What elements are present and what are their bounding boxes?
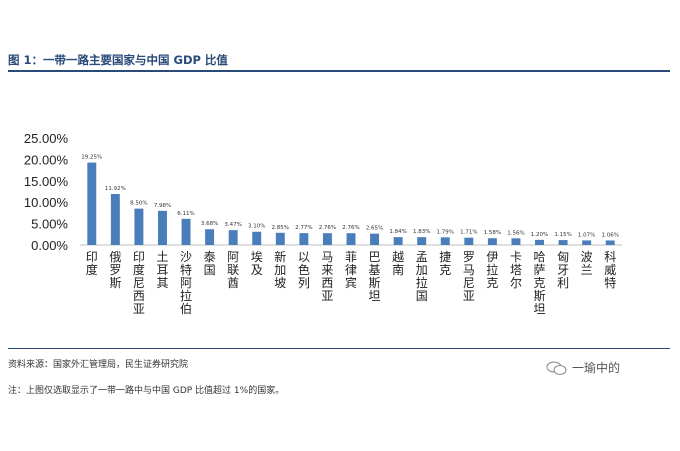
bar	[417, 237, 427, 245]
category-label: 匈牙利	[557, 250, 569, 290]
data-label: 1.15%	[554, 232, 571, 238]
watermark: 一瑜中的	[546, 359, 620, 376]
data-label: 1.20%	[531, 232, 548, 238]
bar	[346, 233, 356, 245]
bar	[511, 238, 521, 245]
category-label: 埃及	[251, 250, 263, 277]
y-tick-label: 15.00%	[24, 174, 69, 189]
wechat-icon	[546, 361, 567, 375]
title-rule	[8, 70, 670, 72]
data-label: 1.06%	[601, 232, 618, 238]
data-label: 1.58%	[484, 230, 501, 236]
category-label: 俄罗斯	[109, 250, 121, 290]
category-label: 印度	[86, 250, 98, 277]
footnote: 注：上图仅选取显示了一带一路中与中国 GDP 比值超过 1%的国家。	[8, 386, 285, 396]
bar	[605, 240, 615, 245]
y-tick-label: 25.00%	[24, 131, 69, 146]
bar	[275, 232, 285, 245]
bar	[181, 218, 191, 245]
data-label: 3.68%	[201, 221, 218, 227]
bar	[322, 233, 332, 245]
y-tick-label: 10.00%	[24, 195, 69, 210]
category-label: 哈萨克斯坦	[534, 250, 546, 316]
data-label: 2.65%	[366, 226, 383, 232]
category-label: 土耳其	[156, 250, 168, 290]
bar-chart: 0.00% 5.00% 10.00% 15.00% 20.00% 25.00% 19.25%…	[24, 131, 622, 316]
bar	[558, 240, 568, 245]
category-label: 马来西亚	[321, 250, 333, 303]
data-label: 2.85%	[272, 225, 289, 231]
bar	[440, 237, 450, 245]
source-note: 资料来源：国家外汇管理局，民生证券研究院	[8, 360, 189, 370]
category-label: 罗马尼亚	[463, 250, 475, 303]
bar	[228, 230, 238, 245]
data-label: 3.47%	[224, 222, 241, 228]
bar	[464, 237, 474, 245]
category-label: 捷克	[439, 250, 451, 277]
category-label: 沙特阿拉伯	[180, 250, 192, 316]
category-label: 以色列	[298, 250, 310, 290]
category-label: 卡塔尔	[510, 250, 522, 290]
category-label: 菲律宾	[345, 250, 357, 290]
data-label: 8.50%	[130, 201, 147, 207]
bar	[370, 233, 380, 245]
category-label: 科威特	[604, 250, 616, 290]
bar	[87, 162, 97, 245]
data-label: 1.07%	[578, 232, 595, 238]
chart-title: 图 1：一带一路主要国家与中国 GDP 比值	[8, 53, 228, 67]
bar	[110, 193, 120, 245]
data-label: 1.83%	[413, 229, 430, 235]
category-label: 新加坡	[274, 249, 286, 290]
y-tick-label: 5.00%	[31, 217, 68, 232]
bar	[252, 231, 262, 245]
data-label: 2.76%	[319, 225, 336, 231]
bar	[487, 238, 497, 245]
data-label: 1.84%	[389, 229, 406, 235]
data-label: 2.77%	[295, 225, 312, 231]
data-label: 1.71%	[460, 230, 477, 236]
y-tick-label: 0.00%	[31, 238, 68, 253]
category-label: 印度尼西亚	[133, 250, 145, 316]
bar	[134, 208, 144, 245]
data-label: 2.76%	[342, 225, 359, 231]
category-label: 伊拉克	[486, 250, 498, 290]
category-label: 越南	[392, 250, 404, 277]
footer-rule	[8, 348, 670, 349]
bar	[158, 210, 167, 245]
bar	[299, 233, 309, 245]
watermark-text: 一瑜中的	[572, 361, 621, 375]
data-label: 3.10%	[248, 224, 265, 230]
data-label: 1.79%	[437, 229, 454, 235]
category-label: 孟加拉国	[416, 250, 428, 303]
bar	[582, 240, 592, 245]
y-tick-label: 20.00%	[24, 152, 69, 167]
category-label: 波兰	[581, 250, 593, 277]
bar	[535, 239, 544, 245]
data-label: 11.92%	[105, 186, 126, 192]
bar	[205, 229, 215, 245]
data-label: 6.11%	[177, 211, 194, 217]
category-label: 巴基斯坦	[369, 250, 381, 303]
category-label: 泰国	[204, 250, 216, 277]
data-label: 19.25%	[81, 155, 102, 161]
bar	[393, 237, 403, 245]
category-label: 阿联酋	[227, 250, 239, 290]
data-label: 7.98%	[154, 203, 171, 209]
data-label: 1.56%	[507, 230, 524, 236]
